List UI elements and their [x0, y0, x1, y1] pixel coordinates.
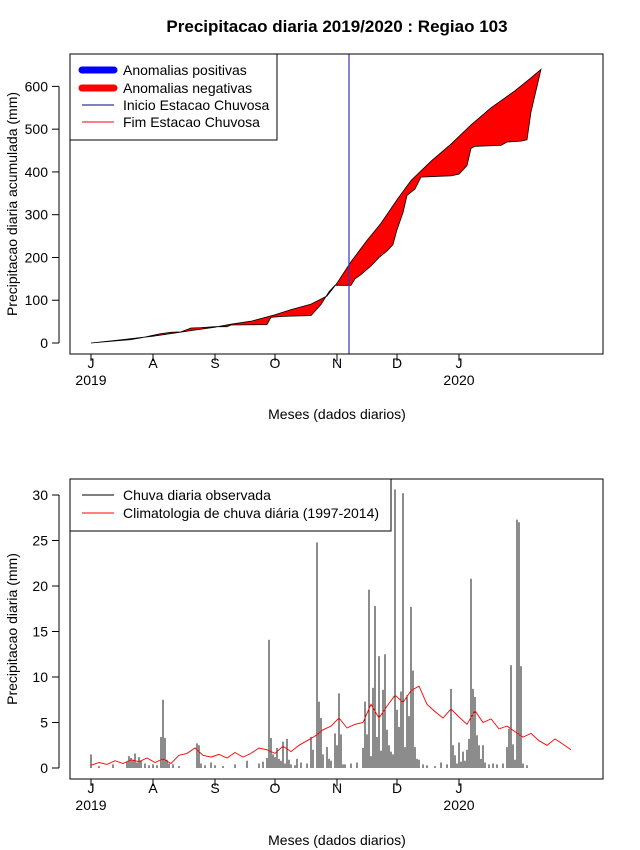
top-x-tick-label: O: [270, 355, 281, 371]
top-y-tick-label: 600: [25, 78, 49, 94]
bottom-chart-y-axis-label: Precipitacao diaria (mm): [4, 553, 20, 705]
bottom-legend-box: [69, 478, 392, 532]
bottom-y-tick-label: 10: [32, 669, 48, 685]
bottom-y-tick-label: 25: [32, 533, 48, 549]
top-x-tick-label: A: [148, 355, 158, 371]
top-y-tick-label: 100: [25, 292, 49, 308]
climatology-line: [90, 685, 572, 766]
legend-label-season-end: Fim Estacao Chuvosa: [123, 114, 260, 130]
top-y-tick-label: 300: [25, 207, 49, 223]
top-chart-plot-frame: [69, 53, 604, 355]
bottom-y-tick-label: 15: [32, 624, 48, 640]
bottom-x-tick-label: J: [456, 780, 463, 796]
top-y-tick-label: 0: [40, 335, 48, 351]
negative-anomaly-area: [90, 68, 542, 344]
legend-label-positive: Anomalias positivas: [123, 62, 247, 78]
observed-rain-bars: [90, 489, 528, 768]
bottom-y-tick-label: 5: [40, 715, 48, 731]
top-chart-legend: Anomalias positivas Anomalias negativas …: [69, 53, 278, 141]
top-x-tick-label: D: [392, 355, 402, 371]
top-x-tick-label: S: [210, 355, 219, 371]
bottom-x-tick-label: S: [210, 780, 219, 796]
top-y-tick-label: 400: [25, 164, 49, 180]
top-x-tick-label: N: [332, 355, 342, 371]
bottom-chart-x-axis-label: Meses (dados diarios): [268, 832, 406, 848]
bottom-y-tick-label: 0: [40, 760, 48, 776]
bottom-x-year-label: 2020: [443, 797, 474, 813]
top-x-year-label: 2019: [75, 372, 106, 388]
legend-label-observed: Chuva diaria observada: [123, 487, 271, 503]
top-chart-x-axis-label: Meses (dados diarios): [268, 406, 406, 422]
bottom-chart-legend: Chuva diaria observada Climatologia de c…: [69, 478, 392, 532]
top-chart-title: Precipitacao diaria 2019/2020 : Regiao 1…: [166, 17, 507, 36]
bottom-x-year-label: 2019: [75, 797, 106, 813]
bottom-x-tick-label: D: [392, 780, 402, 796]
legend-label-negative: Anomalias negativas: [123, 80, 252, 96]
legend-label-season-start: Inicio Estacao Chuvosa: [123, 97, 270, 113]
top-x-tick-label: J: [88, 355, 95, 371]
bottom-x-tick-label: N: [332, 780, 342, 796]
top-x-tick-label: J: [456, 355, 463, 371]
top-chart-y-axis-label: Precipitacao diaria acumulada (mm): [4, 92, 20, 316]
bottom-x-tick-label: A: [148, 780, 158, 796]
top-x-year-label: 2020: [443, 372, 474, 388]
legend-label-climatology: Climatologia de chuva diária (1997-2014): [123, 505, 379, 521]
top-y-tick-label: 500: [25, 121, 49, 137]
bottom-y-tick-label: 30: [32, 487, 48, 503]
top-y-tick-label: 200: [25, 249, 49, 265]
bottom-x-tick-label: O: [270, 780, 281, 796]
bottom-y-tick-label: 20: [32, 578, 48, 594]
bottom-x-tick-label: J: [88, 780, 95, 796]
